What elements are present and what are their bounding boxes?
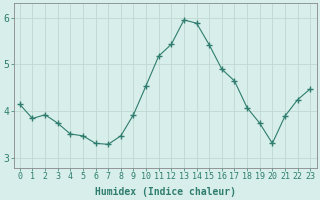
X-axis label: Humidex (Indice chaleur): Humidex (Indice chaleur) (94, 186, 236, 197)
